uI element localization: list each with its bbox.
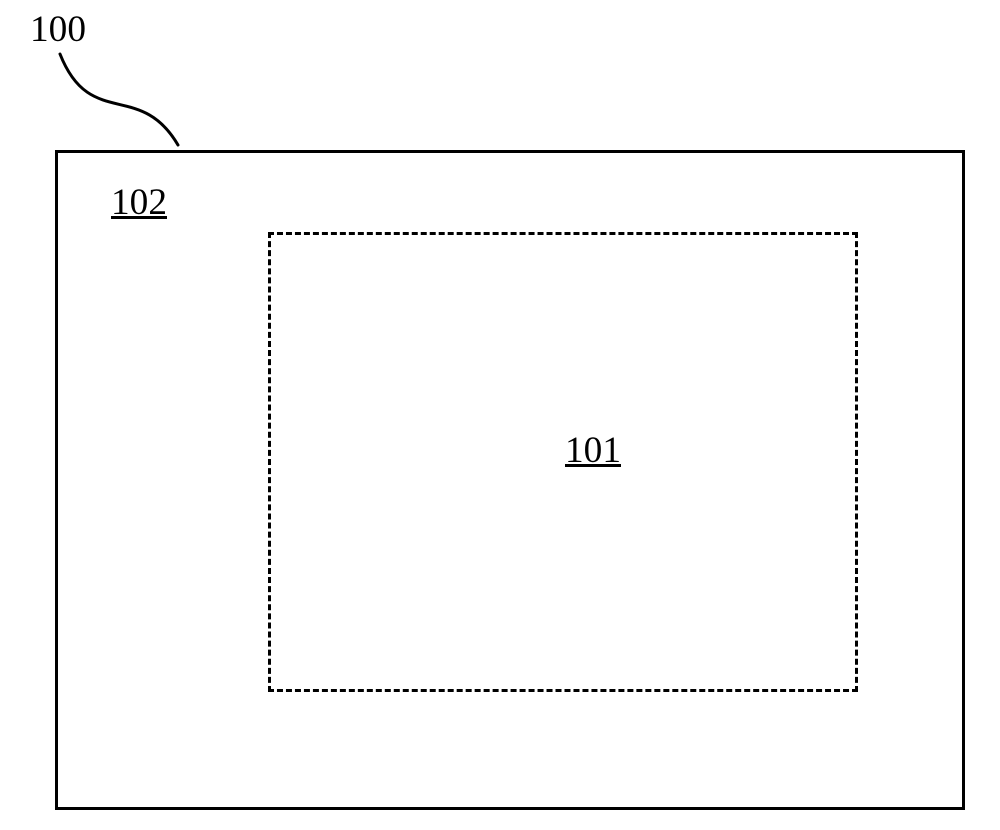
inner-box: 101 (268, 232, 858, 692)
diagram-canvas: 100 102 101 (0, 0, 1000, 830)
ref-label-inner: 101 (565, 429, 621, 472)
ref-label-outer: 102 (111, 181, 167, 224)
